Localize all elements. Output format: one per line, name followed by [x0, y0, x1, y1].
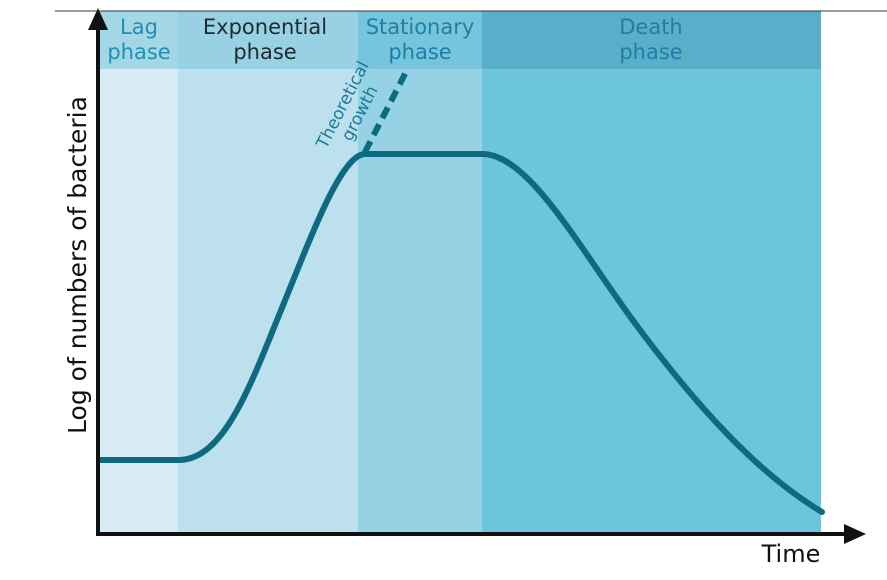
- growth-curve: [97, 151, 825, 515]
- exponential-phase-label-line2: phase: [233, 40, 296, 64]
- lag-phase-label-line2: phase: [107, 40, 170, 64]
- death-phase-header: [482, 11, 821, 69]
- theoretical-growth-line: [362, 66, 411, 154]
- stationary-phase-header: [358, 11, 482, 69]
- lag-phase-header: [100, 11, 178, 69]
- y-axis-label: Log of numbers of bacteria: [63, 96, 92, 434]
- stationary-phase-region: [358, 11, 482, 533]
- lag-phase-label-line1: Lag: [120, 15, 158, 39]
- stationary-phase-label-line1: Stationary: [366, 15, 475, 39]
- x-axis-label: Time: [761, 540, 821, 568]
- death-phase-label-line1: Death: [619, 15, 683, 39]
- stationary-phase-label-line2: phase: [388, 40, 451, 64]
- exponential-phase-region: [178, 11, 358, 533]
- lag-phase-region: [100, 11, 178, 533]
- exponential-phase-header: [178, 11, 358, 69]
- exponential-phase-label-line1: Exponential: [203, 15, 327, 39]
- x-axis-arrow: [844, 524, 866, 544]
- death-phase-region: [482, 11, 821, 533]
- y-axis-arrow: [88, 8, 108, 30]
- death-phase-label-line2: phase: [619, 40, 682, 64]
